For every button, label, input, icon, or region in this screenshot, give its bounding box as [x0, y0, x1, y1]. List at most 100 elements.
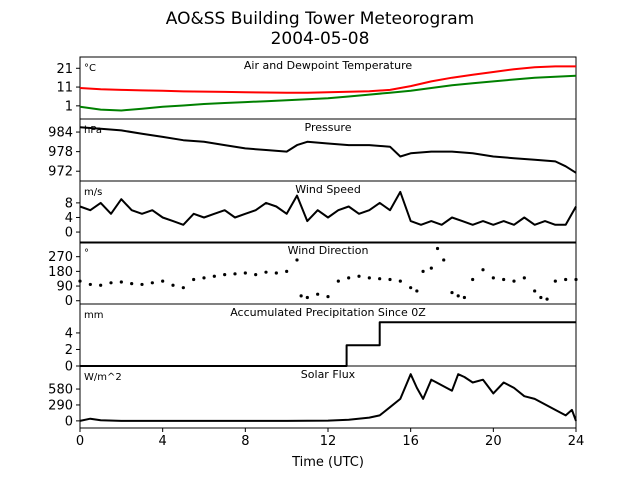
panel-title: Wind Direction: [288, 244, 369, 257]
data-point: [462, 295, 466, 300]
data-point: [481, 268, 485, 272]
data-point: [347, 276, 351, 280]
data-point: [150, 281, 154, 285]
data-point: [212, 274, 216, 278]
data-point: [316, 292, 320, 296]
x-tick-label: 20: [485, 434, 502, 449]
series-line-0: [79, 126, 577, 174]
data-point: [512, 279, 516, 283]
y-tick-label: 8: [65, 196, 73, 211]
y-tick-label: 0: [65, 414, 73, 429]
y-tick-label: 11: [56, 81, 73, 96]
x-tick-label: 4: [159, 434, 167, 449]
data-point: [545, 297, 549, 301]
x-tick-label: 12: [320, 434, 337, 449]
data-point: [140, 282, 144, 287]
panel-title: Solar Flux: [301, 368, 356, 381]
panel-title: Accumulated Precipitation Since 0Z: [230, 306, 426, 319]
data-point: [502, 277, 506, 282]
data-point: [533, 289, 537, 293]
data-point: [254, 273, 258, 277]
data-point: [202, 276, 206, 280]
y-tick-label: 21: [56, 62, 73, 77]
data-point: [326, 295, 330, 299]
y-tick-label: 984: [48, 126, 73, 141]
figure-title: AO&SS Building Tower Meteorogram: [166, 9, 474, 29]
data-point: [78, 279, 82, 283]
data-point: [409, 286, 413, 290]
series-line-1: [79, 74, 577, 112]
data-point: [264, 270, 268, 274]
y-tick-label: 0: [65, 360, 73, 375]
y-tick-label: 180: [48, 265, 73, 280]
unit-label: °: [84, 248, 89, 259]
y-tick-label: 580: [48, 383, 73, 398]
x-axis-title: Time (UTC): [291, 455, 364, 470]
data-point: [429, 266, 433, 270]
data-point: [539, 295, 543, 300]
y-tick-label: 1: [65, 99, 73, 114]
series-line-0: [79, 373, 577, 422]
unit-label: hPa: [84, 125, 102, 136]
data-point: [171, 283, 175, 287]
data-point: [450, 290, 454, 295]
series-line-0: [79, 190, 577, 226]
unit-label: °C: [84, 63, 96, 74]
data-point: [574, 277, 578, 282]
data-point: [99, 283, 103, 287]
y-tick-label: 90: [56, 280, 73, 295]
y-tick-label: 4: [65, 326, 73, 341]
data-point: [88, 282, 92, 287]
data-point: [130, 282, 134, 286]
data-point: [442, 258, 446, 262]
data-point: [421, 269, 425, 273]
unit-label: m/s: [84, 187, 102, 198]
data-point: [161, 279, 165, 283]
y-tick-label: 290: [48, 398, 73, 413]
data-point: [295, 258, 299, 262]
data-point: [471, 277, 475, 282]
y-tick-label: 0: [65, 226, 73, 241]
data-point: [192, 277, 196, 282]
data-point: [223, 273, 227, 277]
data-point: [119, 280, 123, 284]
data-point: [336, 279, 340, 283]
y-tick-label: 0: [65, 294, 73, 309]
data-point: [378, 277, 382, 281]
panel-title: Pressure: [305, 121, 352, 134]
data-point: [181, 286, 185, 290]
y-tick-label: 2: [65, 343, 73, 358]
y-tick-label: 972: [48, 165, 73, 180]
panel-title: Wind Speed: [295, 183, 361, 196]
y-tick-label: 4: [65, 211, 73, 226]
panel-frame: [79, 180, 577, 244]
data-point: [456, 294, 460, 298]
unit-label: mm: [84, 310, 103, 321]
data-point: [367, 276, 371, 280]
panel-4: 0 2 4 Accumulated Precipitation Since 0Z mm: [65, 303, 577, 375]
data-point: [274, 271, 278, 275]
data-point: [491, 276, 495, 280]
x-tick-label: 24: [568, 434, 585, 449]
data-point: [305, 295, 309, 300]
data-point: [398, 279, 402, 283]
series-line-0: [80, 321, 576, 367]
data-point: [388, 277, 392, 282]
data-point: [357, 274, 361, 278]
data-point: [109, 281, 113, 285]
x-tick-label: 0: [76, 434, 84, 449]
x-tick-label: 8: [241, 434, 249, 449]
y-tick-label: 978: [48, 145, 73, 160]
panel-2: 048 Wind Speed m/s: [65, 180, 577, 244]
data-point: [243, 271, 247, 275]
data-point: [553, 279, 557, 283]
panel-title: Air and Dewpoint Temperature: [244, 59, 412, 72]
data-point: [233, 272, 237, 276]
unit-label: W/m^2: [84, 372, 122, 383]
data-point: [435, 246, 440, 251]
data-point: [415, 289, 419, 293]
